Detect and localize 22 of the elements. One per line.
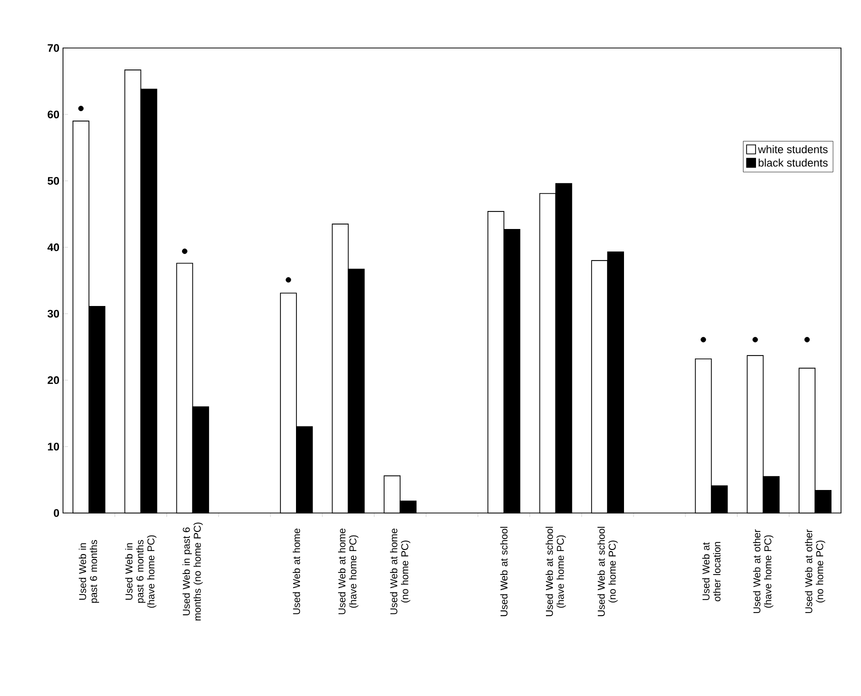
y-tick-label: 30 (48, 310, 60, 318)
x-tick-label: Used Web in past 6 months (have home PC) (125, 535, 156, 608)
y-tick-label: 50 (48, 176, 60, 185)
x-tick-label: Used Web at school (500, 526, 508, 616)
y-tick-label: 20 (48, 376, 60, 384)
y-tick-label: 10 (48, 442, 60, 450)
x-tick-label: Used Web at home (292, 528, 300, 614)
legend-label: white students (758, 145, 828, 154)
x-tick-label: Used Web in past 6 months (78, 540, 100, 603)
x-tick-label: Used Web at school (no home PC) (597, 526, 618, 616)
y-tick-label: 0 (54, 509, 60, 517)
x-tick-label: Used Web at other location (702, 542, 720, 602)
legend-label: black students (758, 158, 828, 167)
x-tick-label: Used Web at home (no home PC) (390, 528, 410, 614)
y-tick-label: 60 (48, 110, 60, 118)
x-tick-label: Used Web at other (have home PC) (753, 529, 774, 614)
y-tick-label: 40 (47, 243, 60, 252)
x-tick-label: Used Web in past 6 months (no home PC) (182, 522, 203, 620)
x-tick-label: Used Web at home (have home PC) (338, 528, 358, 614)
x-tick-label: Used Web at other (no home PC) (804, 529, 826, 614)
x-tick-label: Used Web at school (have home PC) (546, 526, 566, 616)
y-tick-label: 70 (48, 44, 60, 52)
